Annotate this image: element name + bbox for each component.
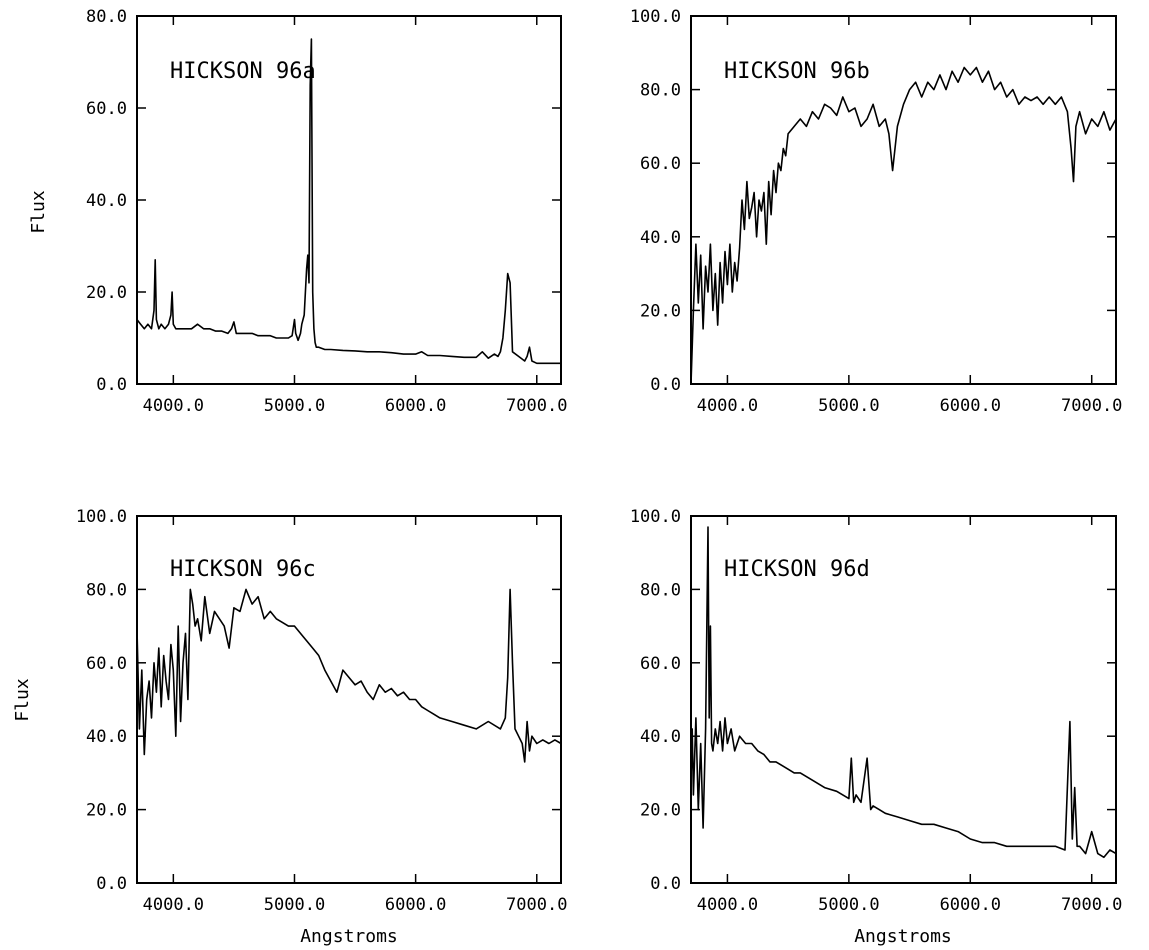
panel-title: HICKSON 96a	[170, 59, 316, 84]
y-tick-label: 80.0	[86, 580, 127, 600]
x-axis-ticks: 4000.0 5000.0 6000.0 7000.0	[143, 16, 567, 416]
plot-frame	[136, 515, 562, 884]
x-axis-ticks: 4000.0 5000.0 6000.0 7000.0	[697, 16, 1122, 416]
y-tick-label: 100.0	[76, 507, 127, 527]
spectrum-line	[136, 588, 562, 763]
y-tick-label: 0.0	[650, 874, 681, 894]
x-tick-label: 7000.0	[506, 895, 567, 915]
y-axis-label: Flux	[12, 678, 33, 722]
plot-frame	[690, 15, 1117, 385]
panel-hickson-96c: 4000.0 5000.0 6000.0 7000.0 0.0 20.0 40.0 60.0…	[12, 507, 567, 947]
x-tick-label: 6000.0	[940, 895, 1001, 915]
y-tick-label: 0.0	[96, 874, 127, 894]
x-axis-ticks: 4000.0 5000.0 6000.0 7000.0	[697, 516, 1122, 915]
x-tick-label: 7000.0	[1061, 895, 1122, 915]
y-axis-ticks: 0.0 20.0 40.0 60.0 80.0 100.0	[630, 507, 1116, 894]
x-tick-label: 4000.0	[143, 396, 204, 416]
y-tick-label: 40.0	[640, 228, 681, 248]
y-tick-label: 0.0	[650, 375, 681, 395]
panel-title: HICKSON 96b	[724, 59, 870, 84]
y-tick-label: 40.0	[86, 727, 127, 747]
y-tick-label: 20.0	[640, 301, 681, 321]
x-axis-label: Angstroms	[854, 926, 952, 947]
y-tick-label: 20.0	[86, 801, 127, 821]
x-tick-label: 5000.0	[264, 396, 325, 416]
x-axis-ticks: 4000.0 5000.0 6000.0 7000.0	[143, 516, 567, 915]
x-tick-label: 6000.0	[385, 396, 446, 416]
y-tick-label: 40.0	[86, 191, 127, 211]
x-tick-label: 5000.0	[264, 895, 325, 915]
panel-hickson-96a: 4000.0 5000.0 6000.0 7000.0 0.0 20.0 40.0 60.0…	[28, 7, 567, 416]
y-tick-label: 100.0	[630, 7, 681, 27]
x-axis-label: Angstroms	[300, 926, 398, 947]
y-tick-label: 100.0	[630, 507, 681, 527]
spectrum-line	[136, 38, 561, 365]
panel-title: HICKSON 96d	[724, 557, 870, 582]
y-tick-label: 80.0	[640, 580, 681, 600]
panel-title: HICKSON 96c	[170, 557, 316, 582]
y-tick-label: 20.0	[640, 801, 681, 821]
x-tick-label: 4000.0	[697, 396, 758, 416]
plot-frame	[690, 515, 1117, 884]
y-tick-label: 60.0	[640, 154, 681, 174]
spectrum-line	[690, 526, 1117, 859]
y-tick-label: 0.0	[96, 375, 127, 395]
y-tick-label: 20.0	[86, 283, 127, 303]
x-tick-label: 7000.0	[1061, 396, 1122, 416]
y-tick-label: 60.0	[86, 99, 127, 119]
x-tick-label: 4000.0	[143, 895, 204, 915]
y-tick-label: 60.0	[640, 654, 681, 674]
panel-hickson-96d: 4000.0 5000.0 6000.0 7000.0 0.0 20.0 40.0 60.0…	[630, 507, 1123, 947]
y-axis-label: Flux	[28, 190, 49, 234]
x-tick-label: 6000.0	[940, 396, 1001, 416]
x-tick-label: 5000.0	[818, 895, 879, 915]
y-axis-ticks: 0.0 20.0 40.0 60.0 80.0 100.0	[76, 507, 561, 894]
y-tick-label: 80.0	[640, 81, 681, 101]
y-tick-label: 40.0	[640, 727, 681, 747]
y-axis-ticks: 0.0 20.0 40.0 60.0 80.0	[86, 7, 561, 395]
x-tick-label: 5000.0	[818, 396, 879, 416]
y-axis-ticks: 0.0 20.0 40.0 60.0 80.0 100.0	[630, 7, 1116, 395]
x-tick-label: 6000.0	[385, 895, 446, 915]
panel-hickson-96b: 4000.0 5000.0 6000.0 7000.0 0.0 20.0 40.0 60.0…	[630, 7, 1123, 416]
y-tick-label: 80.0	[86, 7, 127, 27]
spectrum-line	[690, 66, 1117, 385]
x-tick-label: 4000.0	[697, 895, 758, 915]
x-tick-label: 7000.0	[506, 396, 567, 416]
y-tick-label: 60.0	[86, 654, 127, 674]
